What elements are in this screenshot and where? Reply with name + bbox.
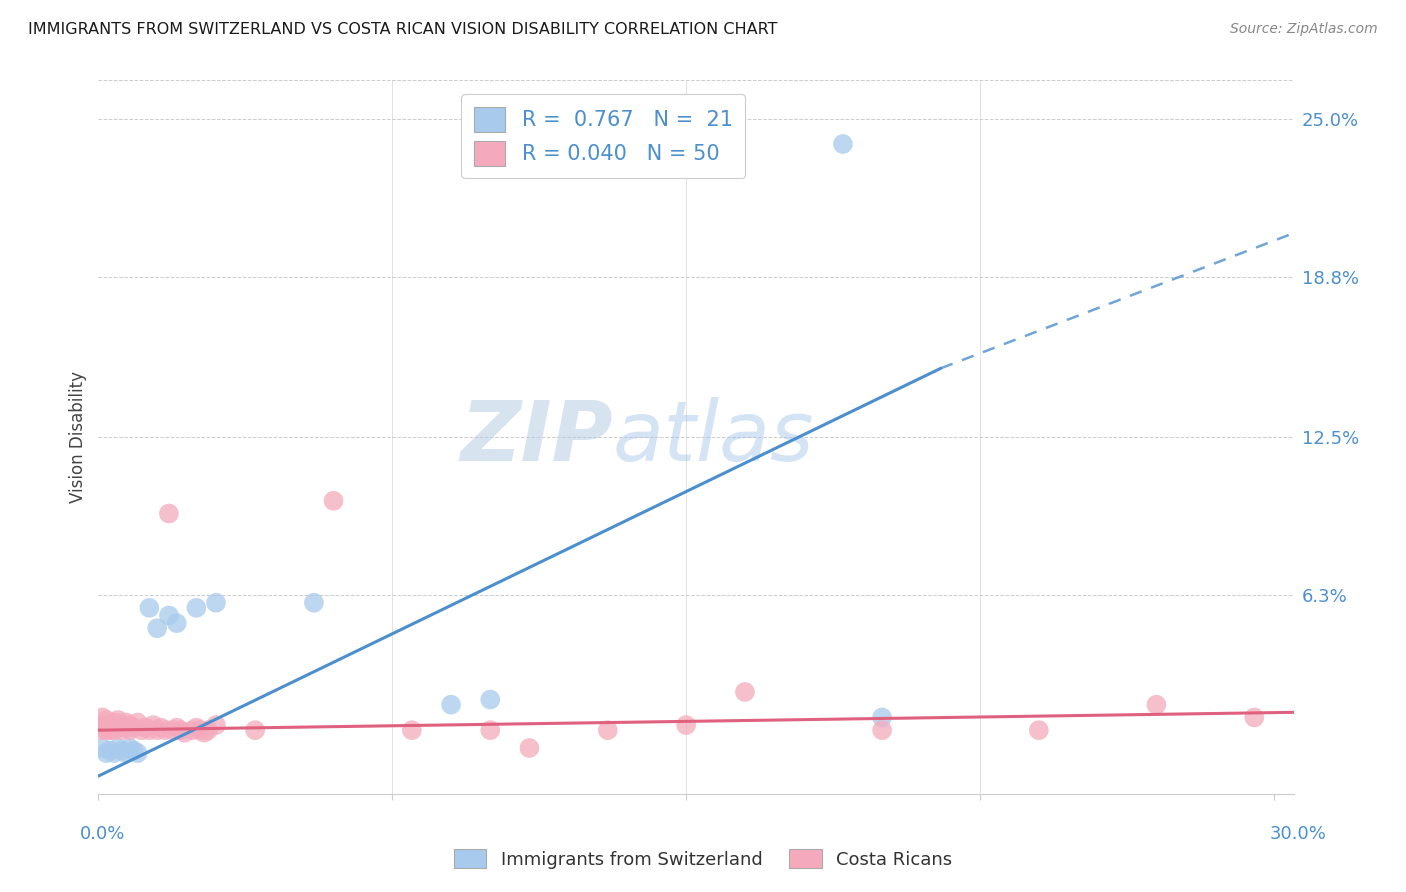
Point: [401, 723, 423, 738]
Point: [170, 723, 193, 738]
Y-axis label: Vision Disability: Vision Disability: [69, 371, 87, 503]
Legend: Immigrants from Switzerland, Costa Ricans: Immigrants from Switzerland, Costa Rican…: [446, 842, 960, 876]
Point: [103, 746, 125, 760]
Point: [138, 723, 160, 738]
Point: [91, 710, 114, 724]
Point: [197, 723, 219, 738]
Point: [91, 741, 114, 756]
Text: 30.0%: 30.0%: [1270, 825, 1326, 843]
Point: [96, 713, 118, 727]
Point: [870, 710, 893, 724]
Point: [138, 600, 160, 615]
Text: 0.0%: 0.0%: [80, 825, 125, 843]
Point: [146, 621, 169, 635]
Point: [519, 741, 541, 756]
Point: [118, 741, 141, 756]
Point: [122, 721, 145, 735]
Text: Source: ZipAtlas.com: Source: ZipAtlas.com: [1230, 22, 1378, 37]
Point: [173, 725, 195, 739]
Point: [98, 718, 121, 732]
Point: [440, 698, 463, 712]
Point: [107, 741, 129, 756]
Point: [205, 596, 228, 610]
Point: [118, 718, 141, 732]
Point: [322, 493, 344, 508]
Point: [127, 715, 149, 730]
Point: [111, 718, 134, 732]
Point: [150, 721, 173, 735]
Point: [832, 136, 855, 151]
Point: [111, 743, 134, 757]
Point: [107, 713, 129, 727]
Point: [115, 715, 138, 730]
Point: [111, 723, 134, 738]
Point: [205, 718, 228, 732]
Point: [479, 723, 502, 738]
Point: [596, 723, 619, 738]
Point: [142, 718, 165, 732]
Point: [96, 723, 118, 738]
Point: [181, 723, 204, 738]
Point: [870, 723, 893, 738]
Point: [96, 718, 118, 732]
Point: [103, 723, 125, 738]
Point: [162, 723, 184, 738]
Text: atlas: atlas: [613, 397, 814, 477]
Point: [188, 723, 211, 738]
Point: [479, 692, 502, 706]
Point: [193, 725, 215, 739]
Point: [166, 616, 188, 631]
Point: [166, 721, 188, 735]
Point: [1243, 710, 1265, 724]
Point: [98, 743, 121, 757]
Point: [91, 723, 114, 738]
Point: [91, 718, 114, 732]
Legend: R =  0.767   N =  21, R = 0.040   N = 50: R = 0.767 N = 21, R = 0.040 N = 50: [461, 95, 745, 178]
Text: IMMIGRANTS FROM SWITZERLAND VS COSTA RICAN VISION DISABILITY CORRELATION CHART: IMMIGRANTS FROM SWITZERLAND VS COSTA RIC…: [28, 22, 778, 37]
Point: [186, 721, 208, 735]
Point: [675, 718, 697, 732]
Point: [118, 723, 141, 738]
Point: [98, 723, 121, 738]
Point: [115, 746, 138, 760]
Point: [734, 685, 756, 699]
Point: [157, 608, 180, 623]
Point: [1144, 698, 1167, 712]
Point: [131, 723, 153, 738]
Text: ZIP: ZIP: [460, 397, 613, 477]
Point: [1028, 723, 1050, 738]
Point: [153, 723, 176, 738]
Point: [243, 723, 266, 738]
Point: [127, 746, 149, 760]
Point: [115, 721, 138, 735]
Point: [96, 746, 118, 760]
Point: [157, 507, 180, 521]
Point: [134, 721, 156, 735]
Point: [186, 600, 208, 615]
Point: [302, 596, 325, 610]
Point: [107, 721, 129, 735]
Point: [146, 723, 169, 738]
Point: [103, 715, 125, 730]
Point: [122, 743, 145, 757]
